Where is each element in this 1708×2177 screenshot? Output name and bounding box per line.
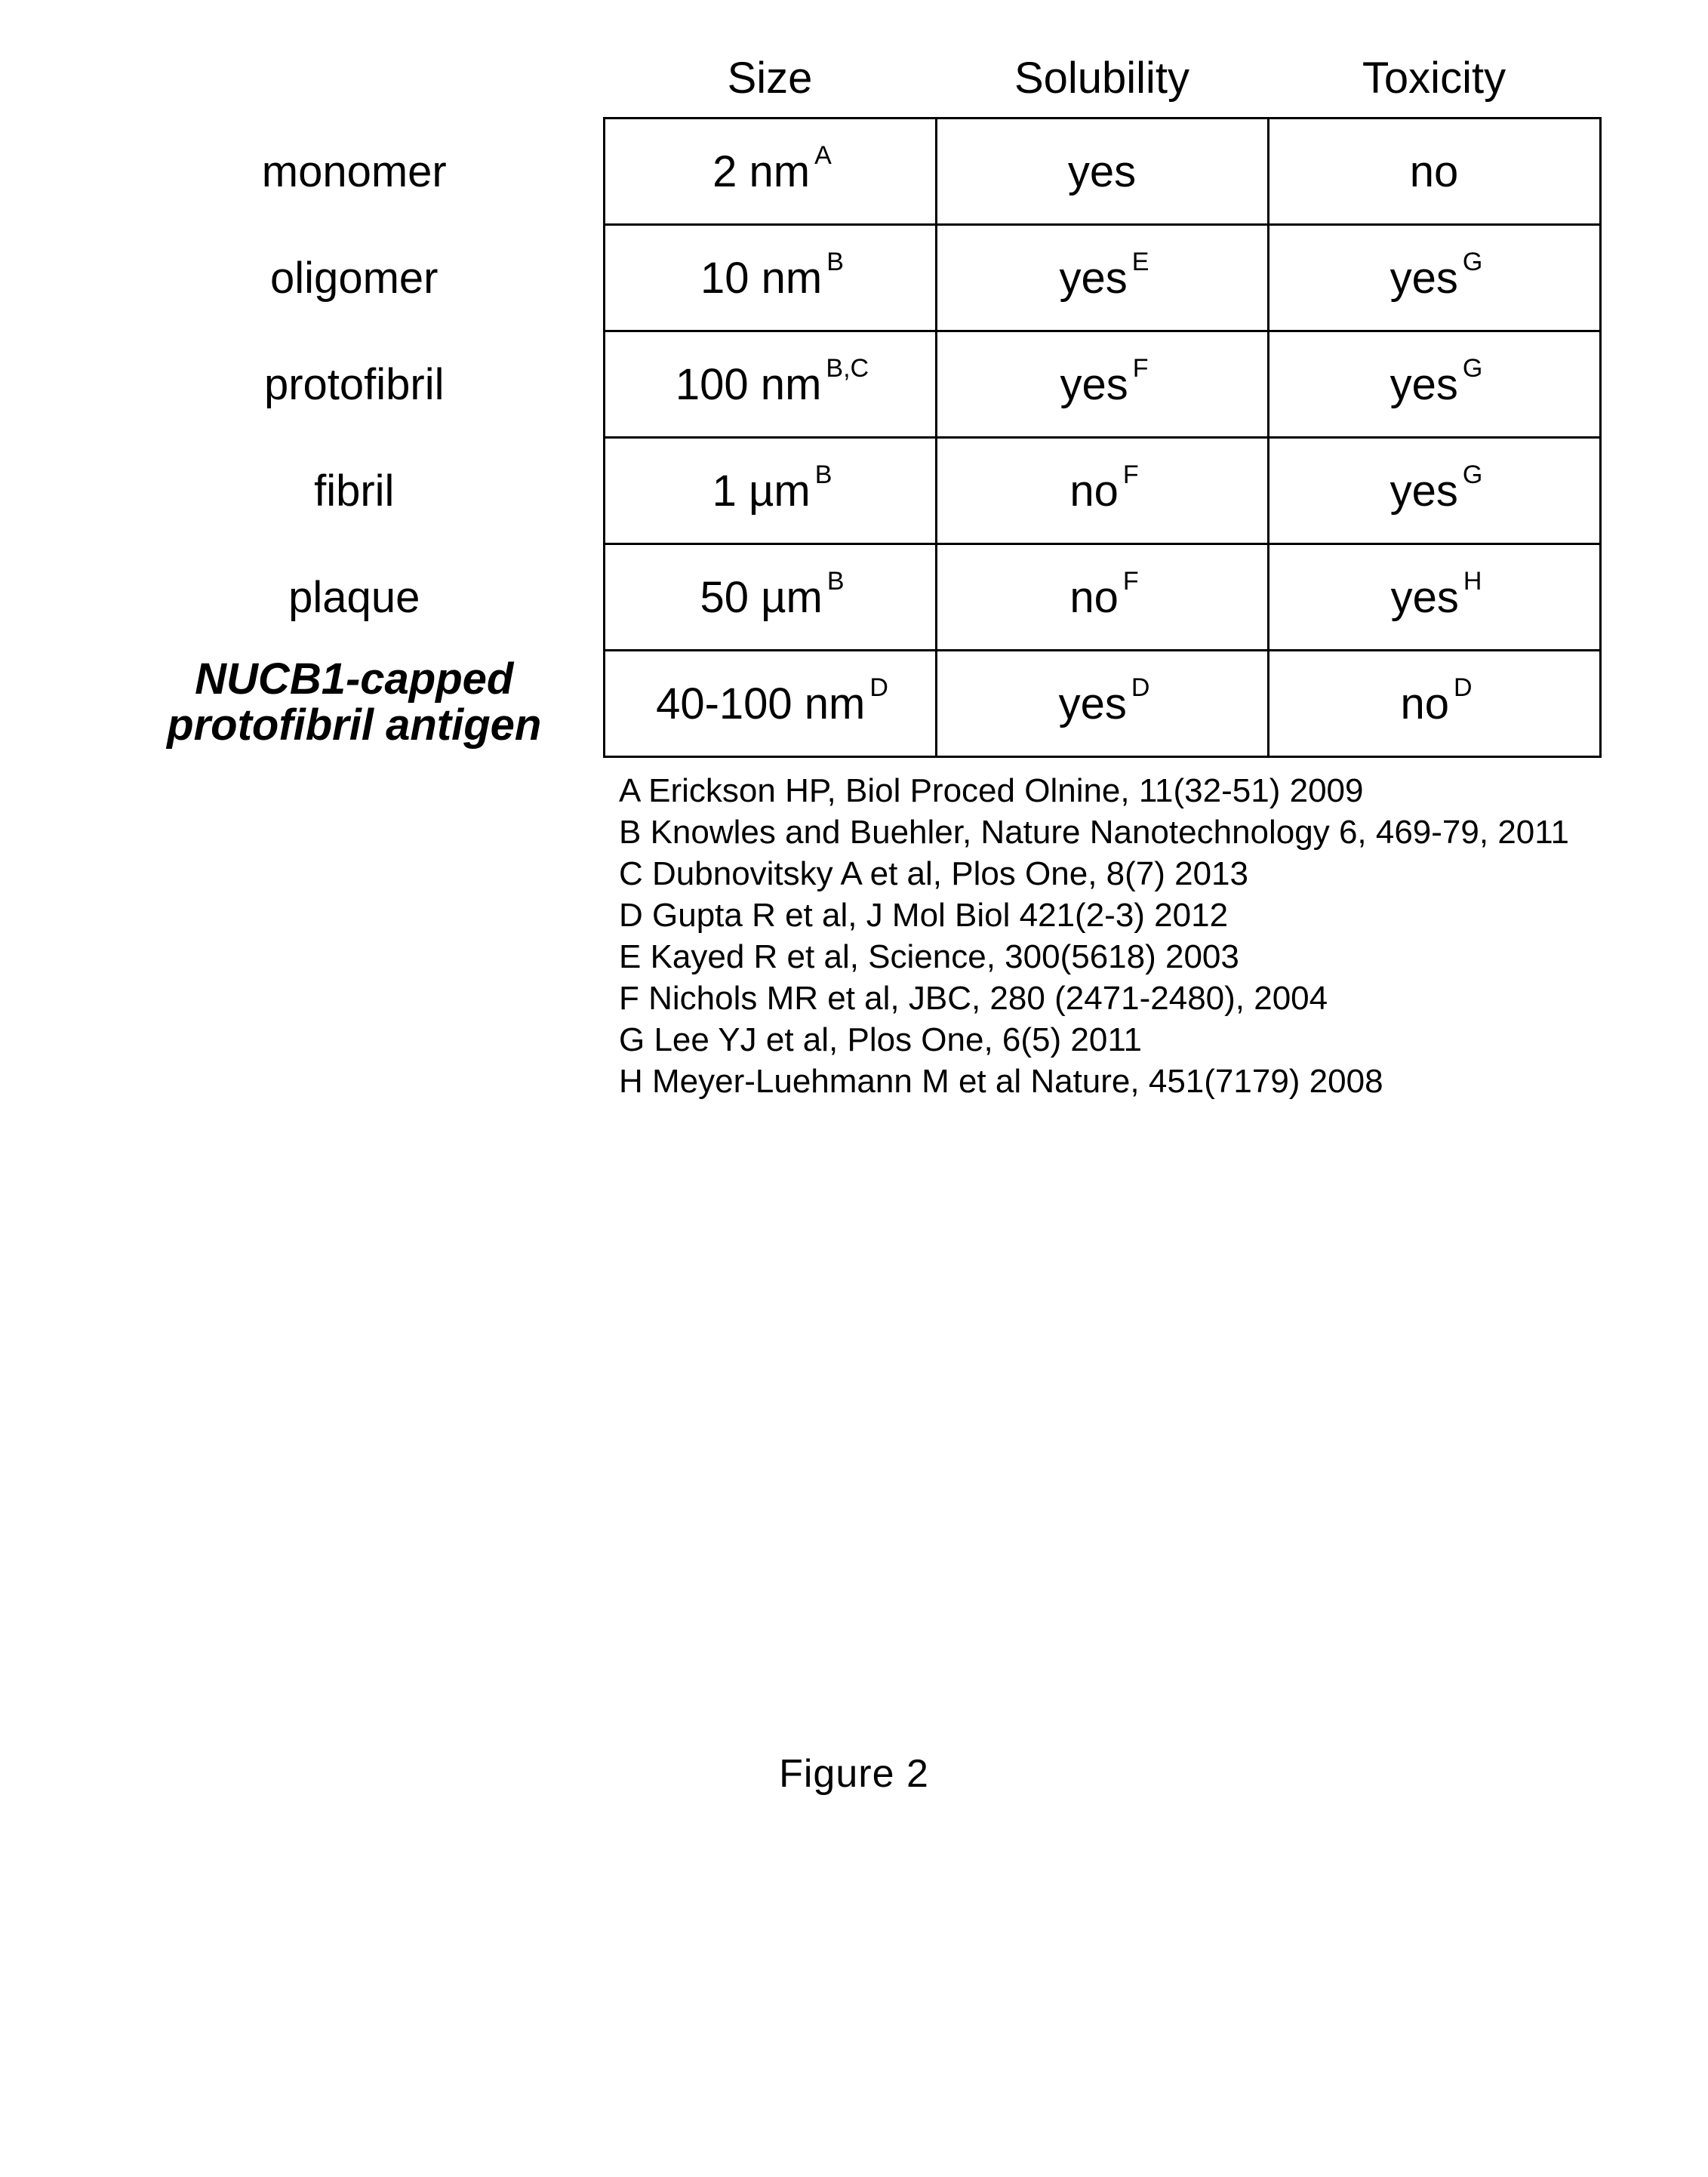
cell-value: 1 µmB (712, 470, 828, 513)
cell-value: noD (1400, 682, 1467, 726)
cell-value: yesG (1390, 470, 1479, 513)
row-label-text: NUCB1-cappedprotofibril antigen (167, 657, 541, 749)
row-label-text: oligomer (270, 256, 438, 302)
row-label-text: protofibril (264, 362, 445, 408)
cell-value: yesG (1390, 257, 1479, 300)
table-row: fibril 1 µmB noF yesG (106, 438, 1600, 544)
table-header-toxicity: Toxicity (1268, 45, 1600, 119)
table-cell: noF (936, 544, 1268, 651)
cell-superscript: B (815, 460, 832, 489)
table-cell: yesF (936, 331, 1268, 438)
row-label-text: plaque (288, 575, 420, 621)
table-cell: 1 µmB (604, 438, 936, 544)
cell-value: yesF (1060, 363, 1143, 407)
reference-line: A Erickson HP, Biol Proced Olnine, 11(32… (619, 770, 1569, 811)
cell-superscript: D (1454, 673, 1473, 702)
table-cell: 50 µmB (604, 544, 936, 651)
reference-line: D Gupta R et al, J Mol Biol 421(2-3) 201… (619, 895, 1569, 936)
cell-value: 100 nmB,C (676, 363, 864, 407)
cell-superscript: G (1463, 354, 1482, 383)
reference-line: G Lee YJ et al, Plos One, 6(5) 2011 (619, 1019, 1569, 1061)
table-cell: yesG (1268, 331, 1600, 438)
cell-value: 50 µmB (700, 576, 839, 620)
table-cell: no (1268, 119, 1600, 225)
cell-superscript: D (1131, 673, 1150, 702)
cell-value: yesE (1060, 257, 1145, 300)
cell-superscript: E (1132, 248, 1149, 276)
table-row: protofibril 100 nmB,C yesF yesG (106, 331, 1600, 438)
reference-line: F Nichols MR et al, JBC, 280 (2471-2480)… (619, 978, 1569, 1019)
cell-value: 2 nmA (712, 150, 827, 194)
cell-superscript: F (1133, 354, 1149, 383)
table-cell: yesE (936, 225, 1268, 331)
table-header-row: Size Solubility Toxicity (106, 45, 1600, 119)
cell-value: no (1410, 150, 1459, 194)
table-cell: yesH (1268, 544, 1600, 651)
cell-value: yesG (1390, 363, 1479, 407)
cell-superscript: B,C (826, 354, 869, 383)
row-label: protofibril (106, 331, 604, 438)
row-label-text: fibril (314, 469, 394, 515)
table-cell: yesG (1268, 225, 1600, 331)
reference-line: C Dubnovitsky A et al, Plos One, 8(7) 20… (619, 853, 1569, 895)
properties-table: Size Solubility Toxicity monomer 2 nmA yes… (106, 45, 1602, 758)
table-row: monomer 2 nmA yes no (106, 119, 1600, 225)
cell-superscript: B (826, 248, 844, 276)
table-body: monomer2 nmAyesnooligomer10 nmByesEyesGp… (106, 119, 1600, 757)
cell-superscript: F (1123, 460, 1139, 489)
cell-value: 40-100 nmD (656, 682, 884, 726)
table-header-size: Size (604, 45, 936, 119)
cell-value: yesH (1391, 576, 1478, 620)
cell-superscript: G (1463, 248, 1482, 276)
cell-superscript: F (1123, 567, 1139, 596)
reference-line: H Meyer-Luehmann M et al Nature, 451(717… (619, 1061, 1569, 1102)
reference-line: E Kayed R et al, Science, 300(5618) 2003 (619, 936, 1569, 978)
table-cell: yesG (1268, 438, 1600, 544)
cell-value: yes (1068, 150, 1136, 194)
table-header-blank (106, 45, 604, 119)
row-label: oligomer (106, 225, 604, 331)
cell-value: 10 nmB (700, 257, 839, 300)
table-row: NUCB1-cappedprotofibril antigen 40-100 nm… (106, 651, 1600, 757)
table-cell: 10 nmB (604, 225, 936, 331)
table-cell: 100 nmB,C (604, 331, 936, 438)
table-cell: noD (1268, 651, 1600, 757)
table-cell: 40-100 nmD (604, 651, 936, 757)
table-cell: noF (936, 438, 1268, 544)
table-row: plaque 50 µmB noF yesH (106, 544, 1600, 651)
cell-value: noF (1069, 470, 1134, 513)
cell-value: yesD (1059, 682, 1146, 726)
table-cell: yes (936, 119, 1268, 225)
page: Size Solubility Toxicity monomer 2 nmA yes… (0, 0, 1708, 2177)
table-cell: 2 nmA (604, 119, 936, 225)
cell-superscript: D (869, 673, 888, 702)
row-label-text: monomer (262, 149, 447, 196)
figure-caption: Figure 2 (0, 1751, 1708, 1797)
table-row: oligomer 10 nmB yesE yesG (106, 225, 1600, 331)
content-area: Size Solubility Toxicity monomer 2 nmA yes… (106, 45, 1600, 758)
cell-superscript: B (827, 567, 845, 596)
row-label: fibril (106, 438, 604, 544)
row-label: monomer (106, 119, 604, 225)
references-block: A Erickson HP, Biol Proced Olnine, 11(32… (619, 770, 1569, 1102)
row-label: NUCB1-cappedprotofibril antigen (106, 651, 604, 757)
cell-superscript: A (814, 141, 832, 170)
table-cell: yesD (936, 651, 1268, 757)
table-header-solubility: Solubility (936, 45, 1268, 119)
cell-superscript: G (1463, 460, 1482, 489)
reference-line: B Knowles and Buehler, Nature Nanotechno… (619, 811, 1569, 853)
row-label: plaque (106, 544, 604, 651)
cell-value: noF (1069, 576, 1134, 620)
cell-superscript: H (1463, 567, 1482, 596)
